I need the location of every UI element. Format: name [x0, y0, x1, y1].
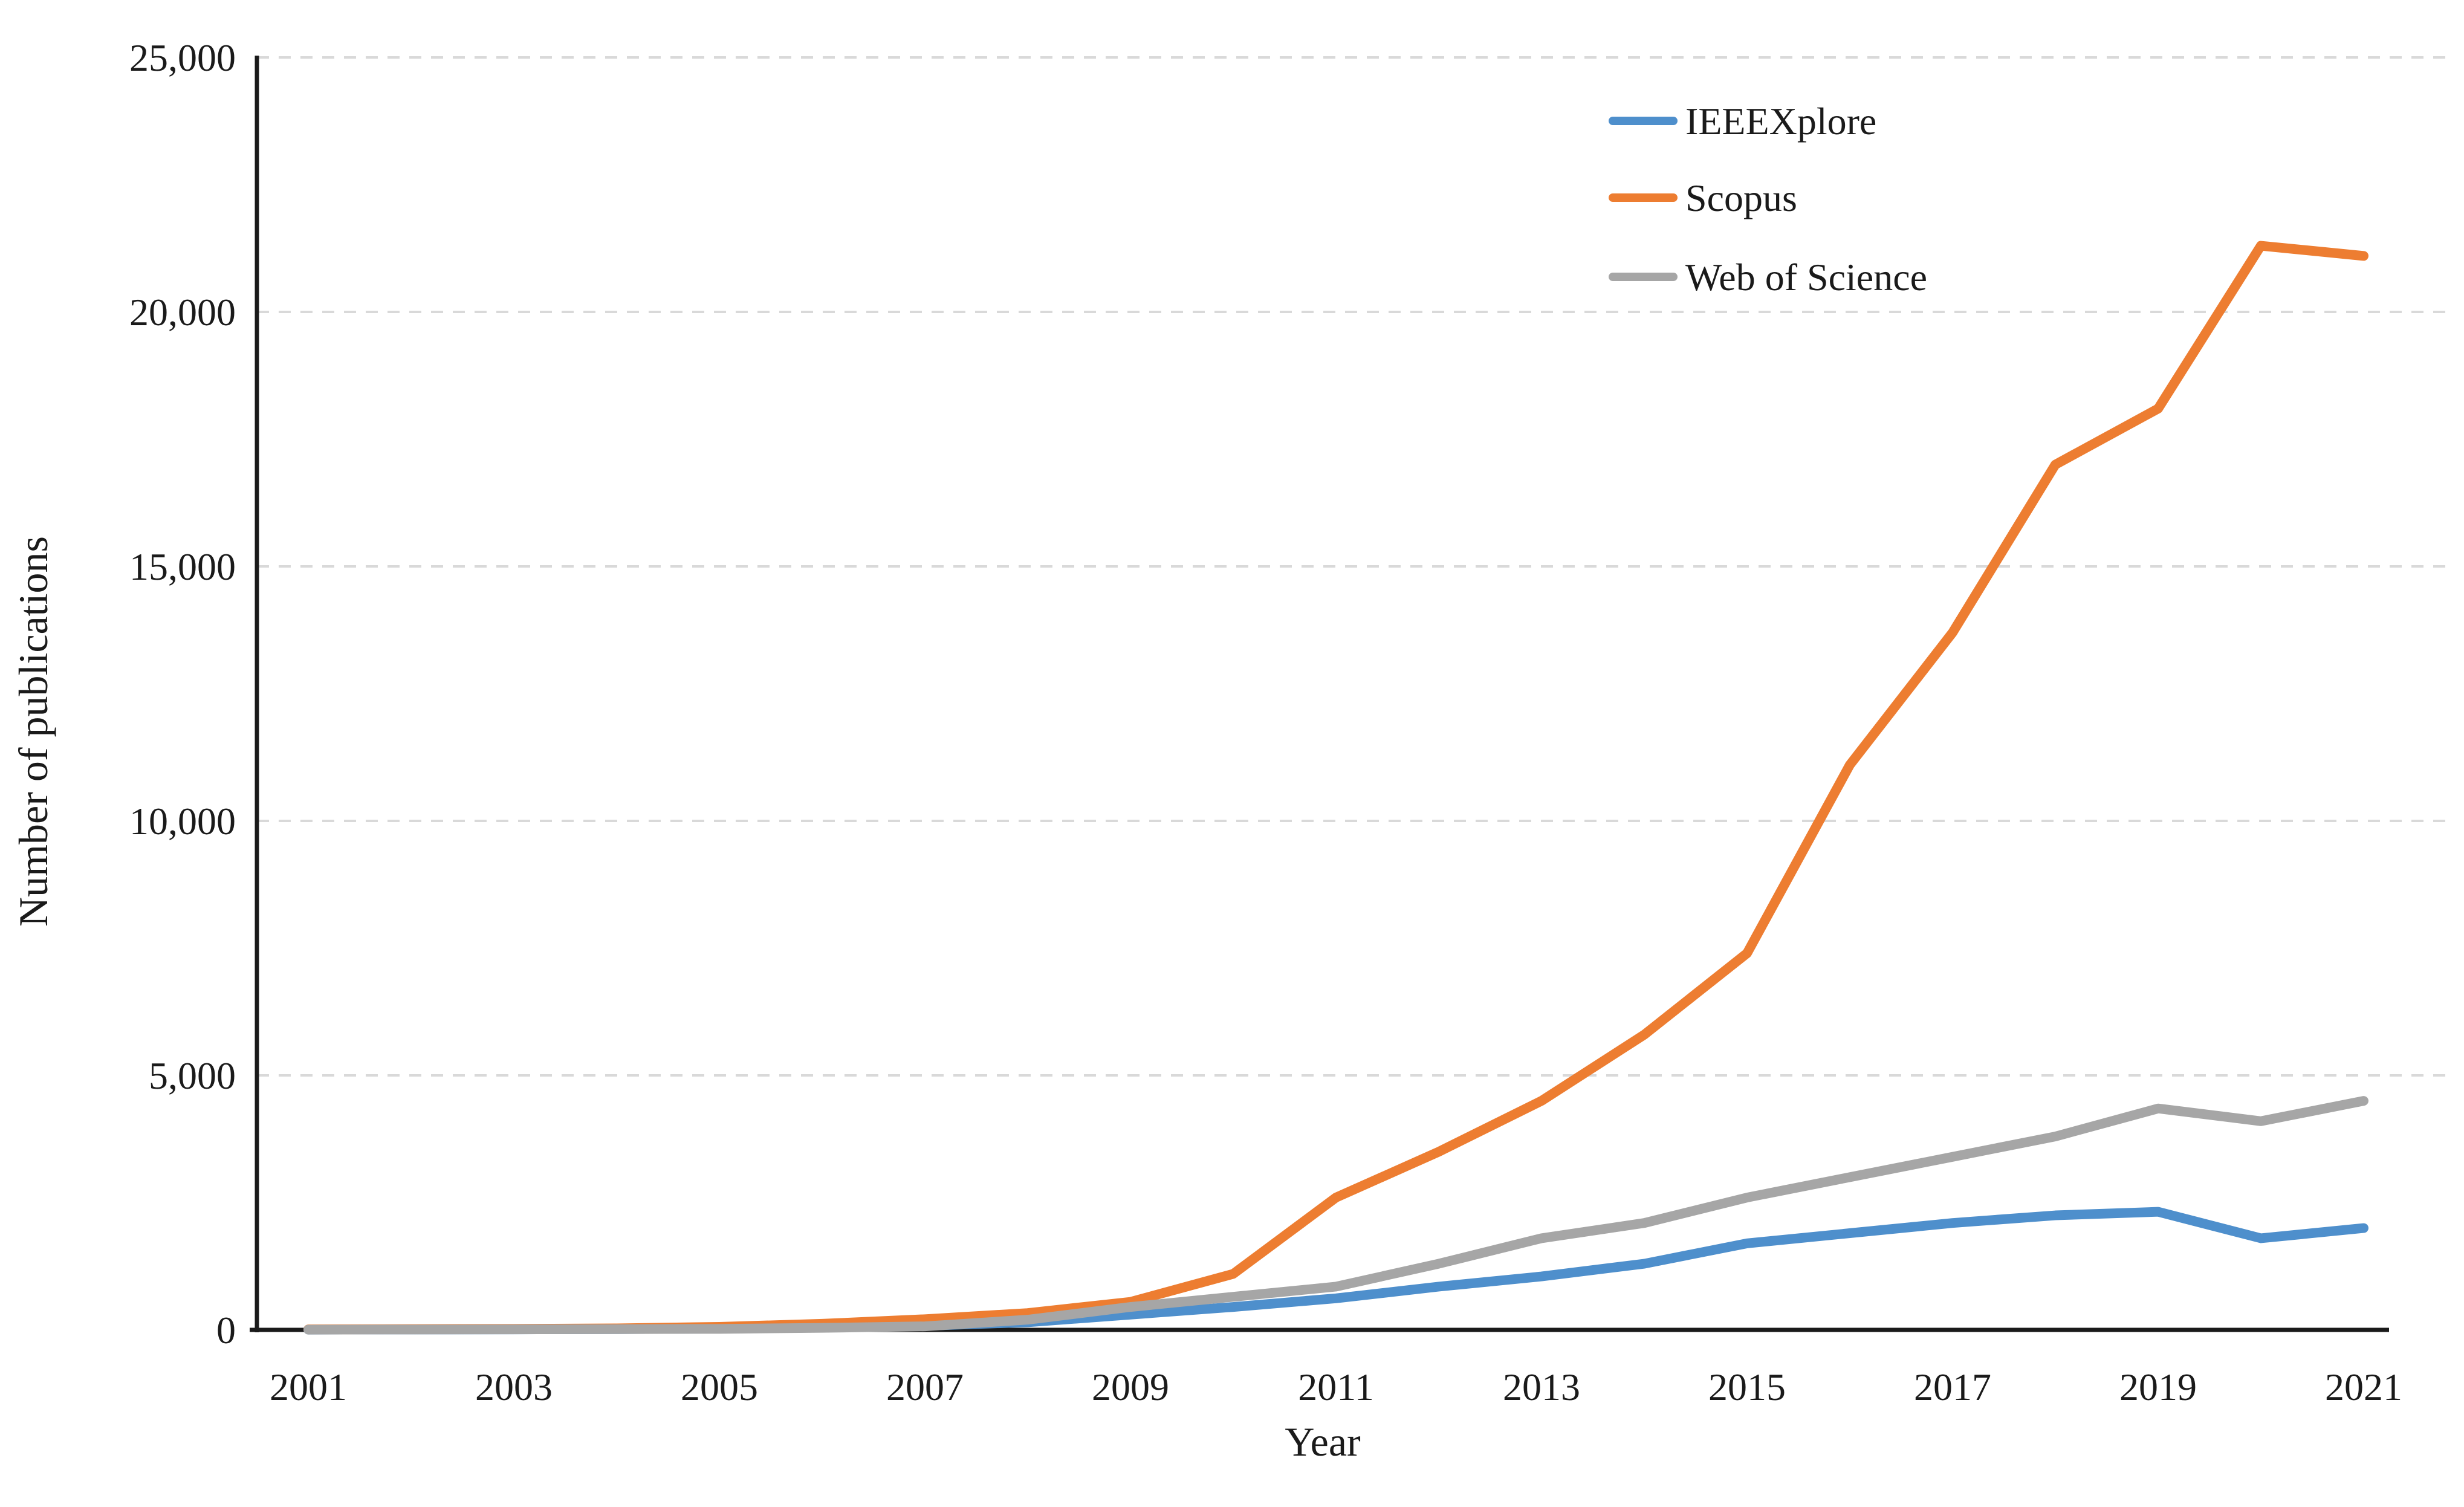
x-tick-label-2017: 2017 — [1914, 1366, 1991, 1408]
x-tick-label-2011: 2011 — [1298, 1366, 1374, 1408]
x-tick-label-2015: 2015 — [1708, 1366, 1786, 1408]
series-line-ieeexplore — [303, 1207, 2368, 1335]
x-tick-label-2001: 2001 — [270, 1366, 347, 1408]
y-tick-label-0: 0 — [216, 1309, 236, 1352]
x-tick-label-2009: 2009 — [1092, 1366, 1169, 1408]
y-tick-label-25000: 25,000 — [129, 36, 236, 79]
legend-label-ieeexplore: IEEEXplore — [1685, 100, 1876, 143]
x-tick-label-2005: 2005 — [681, 1366, 758, 1408]
series-line-web-of-science — [303, 1096, 2368, 1335]
y-axis-tick-labels: 0 5,000 10,000 15,000 20,000 25,000 — [129, 36, 236, 1352]
x-axis-title: Year — [1285, 1419, 1361, 1465]
legend-label-scopus: Scopus — [1685, 177, 1797, 219]
legend-item-web-of-science: Web of Science — [1609, 256, 1927, 299]
x-tick-label-2013: 2013 — [1503, 1366, 1580, 1408]
gridlines — [257, 56, 2452, 1077]
axis-titles: Year Number of publications — [10, 536, 1361, 1465]
legend: IEEEXplore Scopus Web of Science — [1609, 100, 1927, 299]
series-line-scopus — [303, 241, 2368, 1335]
x-axis-tick-labels: 2001 2003 2005 2007 2009 2011 2013 2015 2017 2019… — [270, 1366, 2402, 1408]
legend-label-web-of-science: Web of Science — [1685, 256, 1927, 299]
y-tick-label-10000: 10,000 — [129, 800, 236, 843]
y-axis-title: Number of publications — [10, 536, 56, 927]
legend-item-ieeexplore: IEEEXplore — [1609, 100, 1876, 143]
x-tick-label-2003: 2003 — [475, 1366, 553, 1408]
x-tick-label-2019: 2019 — [2119, 1366, 2197, 1408]
series-lines — [303, 241, 2368, 1335]
legend-item-scopus: Scopus — [1609, 177, 1797, 219]
x-tick-label-2021: 2021 — [2325, 1366, 2402, 1408]
y-tick-label-15000: 15,000 — [129, 545, 236, 588]
y-tick-label-5000: 5,000 — [149, 1054, 236, 1097]
x-tick-label-2007: 2007 — [886, 1366, 964, 1408]
y-tick-label-20000: 20,000 — [129, 291, 236, 334]
axes — [250, 56, 2389, 1332]
